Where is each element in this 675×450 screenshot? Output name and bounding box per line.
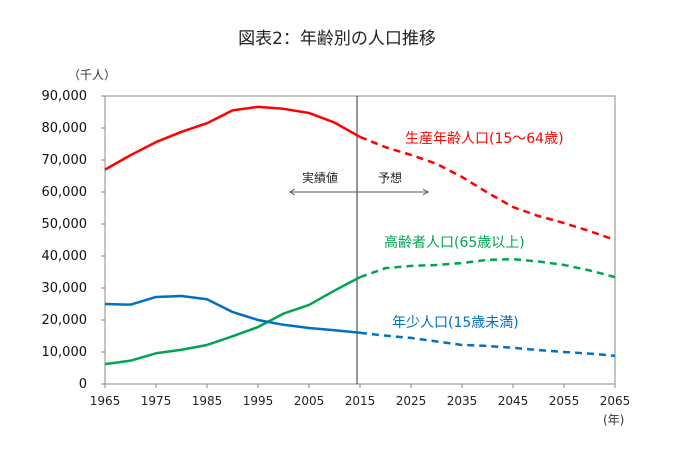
x-tick-label: 1965	[90, 394, 121, 408]
y-tick-label: 80,000	[42, 121, 88, 136]
x-tick-label: 1995	[243, 394, 274, 408]
series-line-forecast-0	[359, 135, 616, 242]
x-tick-label: 2025	[396, 394, 427, 408]
x-tick-label: 1985	[192, 394, 223, 408]
y-tick-label: 30,000	[42, 281, 88, 296]
x-tick-label: 2055	[549, 394, 580, 408]
y-tick-label: 20,000	[42, 313, 88, 328]
forecast-annotation: 予想	[378, 170, 402, 185]
forecast-arrow	[357, 188, 429, 196]
y-tick-label: 10,000	[42, 345, 88, 360]
y-tick-label: 40,000	[42, 249, 88, 264]
series-label-youth: 年少人口(15歳未満)	[392, 315, 519, 331]
y-tick-label: 50,000	[42, 217, 88, 232]
y-tick-label: 0	[79, 377, 87, 392]
series-line-actual-0	[104, 105, 361, 171]
series-label-working-age: 生産年齢人口(15〜64歳)	[405, 131, 564, 147]
x-tick-label: 2005	[294, 394, 325, 408]
x-tick-label: 1975	[141, 394, 172, 408]
x-tick-label: 2045	[498, 394, 529, 408]
x-axis-unit: (年)	[603, 413, 624, 427]
series-label-elderly: 高齢者人口(65歳以上)	[384, 234, 525, 251]
series-line-forecast-2	[359, 331, 616, 358]
y-tick-label: 70,000	[42, 153, 88, 168]
x-tick-label: 2015	[345, 394, 376, 408]
actual-annotation: 実績値	[302, 170, 338, 185]
actual-arrow	[289, 188, 357, 196]
series-line-forecast-1	[359, 257, 616, 279]
x-tick-label: 2065	[600, 394, 631, 408]
y-axis-label: （千人）	[68, 68, 116, 82]
chart-title: 図表2：年齢別の人口推移	[238, 29, 436, 49]
x-tick-label: 2035	[447, 394, 478, 408]
series-line-actual-2	[104, 294, 361, 335]
y-tick-label: 60,000	[42, 185, 88, 200]
y-tick-label: 90,000	[42, 89, 88, 104]
series-line-actual-1	[104, 276, 361, 366]
